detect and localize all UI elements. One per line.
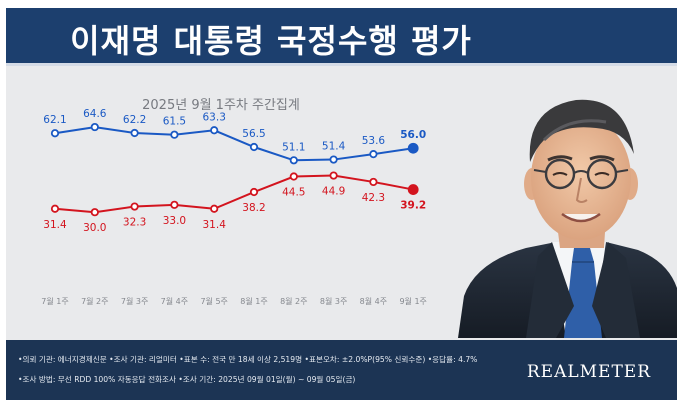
data-label: 51.4 xyxy=(322,141,346,153)
data-point xyxy=(249,187,259,197)
data-point xyxy=(289,172,298,181)
x-tick-label: 8월 1주 xyxy=(240,296,267,306)
title-bar: 이재명 대통령 국정수행 평가 xyxy=(6,8,677,66)
data-label: 56.5 xyxy=(242,128,265,140)
data-label: 31.4 xyxy=(203,219,227,231)
data-label: 56.0 xyxy=(400,129,426,141)
data-point xyxy=(50,129,60,138)
series-line-1 xyxy=(54,174,414,214)
data-point xyxy=(329,171,338,180)
x-tick-label: 7월 2주 xyxy=(81,296,108,306)
survey-info-line-2: •조사 방법: 무선 RDD 100% 자동응답 전화조사 •조사 기간: 20… xyxy=(18,375,356,384)
data-label: 53.6 xyxy=(362,135,386,147)
x-tick-label: 7월 5주 xyxy=(200,296,227,306)
infographic: 이재명 대통령 국정수행 평가 7월 1주 7월 2주 7월 3주 7월 4주 7월 5… xyxy=(6,8,677,400)
data-label: 30.0 xyxy=(83,222,106,234)
data-label: 42.3 xyxy=(362,192,385,204)
data-point xyxy=(369,150,378,159)
data-point xyxy=(130,128,139,138)
data-label: 31.4 xyxy=(43,219,67,231)
x-tick-label: 7월 3주 xyxy=(121,296,148,306)
chart-subtitle: 2025년 9월 1주차 주간집계 xyxy=(142,98,300,113)
data-label: 64.6 xyxy=(83,108,107,120)
x-tick-label: 8월 3주 xyxy=(320,296,347,306)
line-chart: 7월 1주 7월 2주 7월 3주 7월 4주 7월 5주 8월 1주 8월 2주 8월 3주… xyxy=(41,108,427,306)
data-point xyxy=(130,202,139,211)
data-label: 44.5 xyxy=(282,187,305,199)
data-label: 62.2 xyxy=(123,114,146,126)
data-label: 38.2 xyxy=(242,202,265,214)
x-tick-label: 7월 1주 xyxy=(41,296,68,306)
survey-info-line-1: •의뢰 기관: 에너지경제신문 •조사 기관: 리얼미터 •표본 수: 전국 만… xyxy=(18,355,478,364)
x-tick-label: 7월 4주 xyxy=(161,296,188,306)
page-title: 이재명 대통령 국정수행 평가 xyxy=(70,22,472,60)
series-line-0 xyxy=(54,126,414,162)
data-point xyxy=(249,142,259,152)
footer: •의뢰 기관: 에너지경제신문 •조사 기관: 리얼미터 •표본 수: 전국 만… xyxy=(6,340,677,400)
data-point xyxy=(407,184,419,195)
data-point xyxy=(170,200,179,209)
data-label: 51.1 xyxy=(282,141,305,153)
x-tick-label: 8월 4주 xyxy=(360,296,387,306)
data-point xyxy=(50,204,60,213)
data-label: 62.1 xyxy=(43,114,66,126)
data-label: 61.5 xyxy=(163,116,186,128)
data-point xyxy=(90,208,99,217)
data-point xyxy=(289,156,298,165)
data-point xyxy=(210,126,219,135)
data-label: 32.3 xyxy=(123,217,146,229)
data-point xyxy=(210,204,219,213)
data-point xyxy=(369,177,378,187)
data-label: 44.9 xyxy=(322,186,345,198)
x-tick-label: 9월 1주 xyxy=(399,296,426,306)
data-label: 63.3 xyxy=(203,111,226,123)
data-label: 33.0 xyxy=(163,215,186,227)
x-tick-label: 8월 2주 xyxy=(280,296,307,306)
data-point xyxy=(90,122,99,132)
data-label: 39.2 xyxy=(400,200,426,212)
data-point xyxy=(407,142,419,154)
president-portrait xyxy=(456,66,677,338)
data-point xyxy=(329,155,338,164)
realmeter-logo: REALMETER xyxy=(526,362,651,382)
data-point xyxy=(170,130,179,139)
